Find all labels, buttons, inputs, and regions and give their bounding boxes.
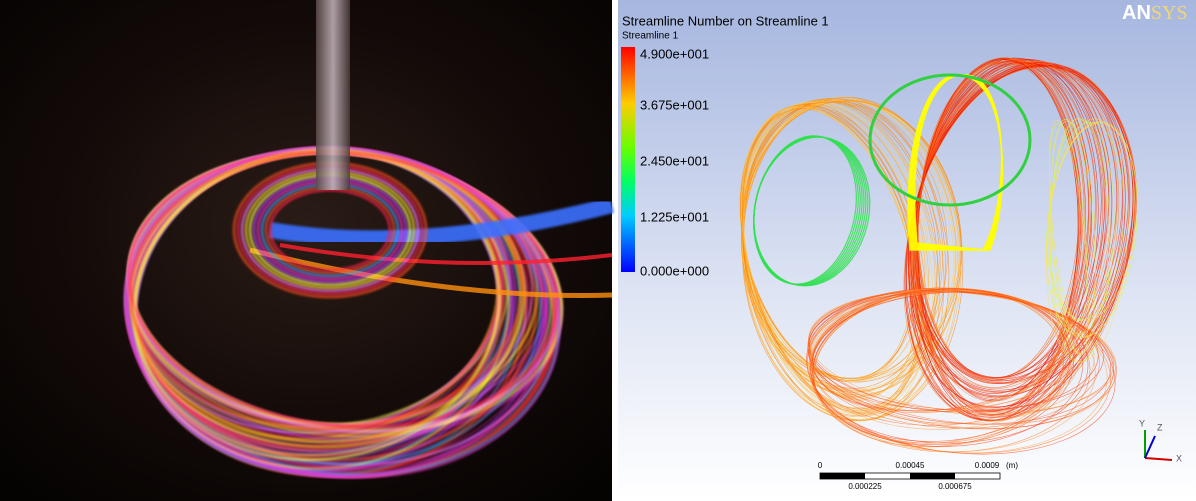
axis-label: Z [1157,422,1163,432]
page: Streamline Number on Streamline 1 Stream… [0,0,1196,501]
legend-title: Streamline Number on Streamline 1 [622,13,829,28]
legend-label: 0.000e+000 [640,263,709,278]
scale-label: 0.00045 [896,461,925,470]
scale-segment [910,473,955,479]
legend-label: 2.450e+001 [640,153,709,168]
scale-label: 0.000225 [848,482,882,491]
color-bar [621,47,635,272]
legend-label: 1.225e+001 [640,209,709,224]
axis-label: X [1176,453,1182,463]
scale-label: 0.0009 [975,461,1000,470]
scale-label: 0.000675 [938,482,972,491]
legend-subtitle: Streamline 1 [622,31,679,42]
logo: ANSYS [1122,2,1188,25]
axis-label: Y [1139,418,1145,428]
scene: Streamline Number on Streamline 1 Stream… [0,0,1196,501]
logo-part: AN [1122,2,1151,24]
scale-segment [820,473,865,479]
shaft [316,0,350,190]
scale-label: 0 [818,461,823,470]
scale-label: (m) [1006,461,1018,470]
logo-part: SYS [1151,2,1188,24]
legend-label: 3.675e+001 [640,97,709,112]
legend-label: 4.900e+001 [640,46,709,61]
